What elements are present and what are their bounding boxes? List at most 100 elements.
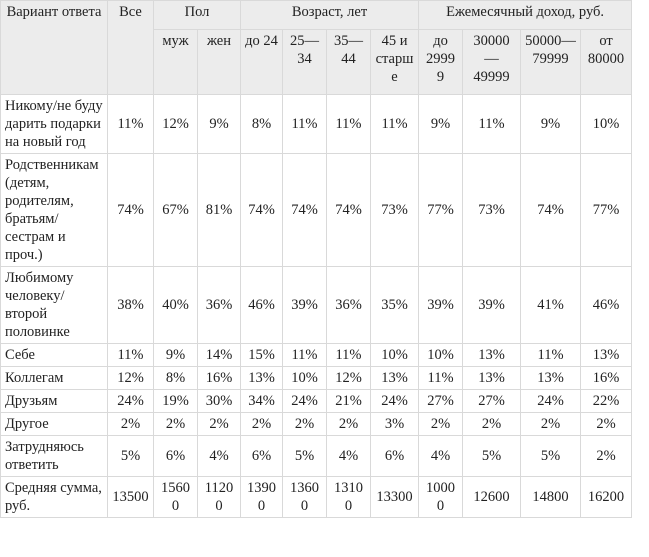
value-cell: 11200 — [197, 476, 241, 518]
value-cell: 24% — [369, 389, 420, 413]
subheader-cell: 25—34 — [282, 29, 327, 95]
value-cell: 16200 — [580, 476, 633, 518]
subheader-cell: до 29999 — [418, 29, 464, 95]
value-cell: 24% — [107, 389, 154, 413]
row-label: Друзьям — [0, 389, 108, 413]
header-cell: Вариант ответа — [0, 0, 108, 95]
value-cell: 11% — [326, 343, 371, 367]
row-label: Себе — [0, 343, 108, 367]
value-cell: 13% — [462, 343, 522, 367]
value-cell: 39% — [282, 266, 327, 344]
subheader-cell: муж — [153, 29, 198, 95]
value-cell: 2% — [418, 412, 464, 436]
header-cell: Все — [107, 0, 154, 95]
value-cell: 9% — [197, 94, 241, 154]
value-cell: 11% — [107, 94, 154, 154]
value-cell: 2% — [107, 412, 154, 436]
header-row: Вариант ответа Все Пол Возраст, лет Ежем… — [0, 0, 633, 95]
value-cell: 16% — [580, 366, 633, 390]
value-cell: 21% — [326, 389, 371, 413]
value-cell: 11% — [326, 94, 371, 154]
value-cell: 67% — [153, 153, 198, 267]
value-cell: 9% — [418, 94, 464, 154]
value-cell: 2% — [462, 412, 522, 436]
value-cell: 39% — [462, 266, 522, 344]
subheader-cell: от 80000 — [580, 29, 633, 95]
group-header: Ежемесячный доход, руб. — [418, 0, 633, 30]
table-row: Себе 11% 9% 14% 15% 11% 11% 10% 10% 13% 11% 13% — [0, 343, 633, 367]
value-cell: 15600 — [153, 476, 198, 518]
value-cell: 10% — [418, 343, 464, 367]
table-row: Средняя сумма, руб. 13500 15600 11200 13900 1… — [0, 476, 633, 518]
value-cell: 13% — [580, 343, 633, 367]
value-cell: 6% — [369, 435, 420, 477]
value-cell: 13300 — [369, 476, 420, 518]
value-cell: 36% — [197, 266, 241, 344]
subheader-cell: 45 и старше — [369, 29, 420, 95]
value-cell: 2% — [520, 412, 582, 436]
value-cell: 10% — [282, 366, 327, 390]
value-cell: 16% — [197, 366, 241, 390]
value-cell: 22% — [580, 389, 633, 413]
value-cell: 13100 — [326, 476, 371, 518]
value-cell: 14800 — [520, 476, 582, 518]
subheader-cell: 35—44 — [326, 29, 371, 95]
value-cell: 8% — [153, 366, 198, 390]
value-cell: 5% — [107, 435, 154, 477]
table-row: Родственникам (детям, родителям, братьям… — [0, 153, 633, 267]
value-cell: 41% — [520, 266, 582, 344]
value-cell: 10000 — [418, 476, 464, 518]
subheader-cell: до 24 — [240, 29, 283, 95]
value-cell: 74% — [326, 153, 371, 267]
value-cell: 81% — [197, 153, 241, 267]
value-cell: 46% — [580, 266, 633, 344]
value-cell: 77% — [580, 153, 633, 267]
table-row: Другое 2% 2% 2% 2% 2% 2% 3% 2% 2% 2% 2% — [0, 412, 633, 436]
value-cell: 9% — [520, 94, 582, 154]
table-row: Друзьям 24% 19% 30% 34% 24% 21% 24% 27% 27% 24% 22% — [0, 389, 633, 413]
subheader-cell: 50000—79999 — [520, 29, 582, 95]
value-cell: 10% — [369, 343, 420, 367]
value-cell: 24% — [520, 389, 582, 413]
value-cell: 11% — [369, 94, 420, 154]
value-cell: 74% — [107, 153, 154, 267]
value-cell: 2% — [580, 435, 633, 477]
value-cell: 2% — [197, 412, 241, 436]
table-row: Никому/не буду дарить подарки на новый г… — [0, 94, 633, 154]
survey-table: Вариант ответа Все Пол Возраст, лет Ежем… — [0, 0, 633, 518]
table-row: Любимому человеку/второй половинке 38% 40%… — [0, 266, 633, 344]
value-cell: 11% — [282, 94, 327, 154]
value-cell: 13% — [369, 366, 420, 390]
table-row: Затрудняюсь ответить 5% 6% 4% 6% 5% 4% 6% 4% 5% 5%… — [0, 435, 633, 477]
value-cell: 11% — [282, 343, 327, 367]
value-cell: 74% — [282, 153, 327, 267]
group-header: Пол — [153, 0, 241, 30]
value-cell: 13500 — [107, 476, 154, 518]
row-label: Любимому человеку/второй половинке — [0, 266, 108, 344]
value-cell: 12% — [107, 366, 154, 390]
value-cell: 2% — [240, 412, 283, 436]
value-cell: 73% — [462, 153, 522, 267]
value-cell: 12% — [153, 94, 198, 154]
value-cell: 12% — [326, 366, 371, 390]
value-cell: 24% — [282, 389, 327, 413]
value-cell: 5% — [520, 435, 582, 477]
table-body: Никому/не буду дарить подарки на новый г… — [0, 94, 633, 518]
value-cell: 36% — [326, 266, 371, 344]
value-cell: 40% — [153, 266, 198, 344]
value-cell: 46% — [240, 266, 283, 344]
row-label: Затрудняюсь ответить — [0, 435, 108, 477]
value-cell: 13% — [240, 366, 283, 390]
value-cell: 11% — [107, 343, 154, 367]
group-header: Возраст, лет — [239, 0, 420, 30]
value-cell: 27% — [462, 389, 522, 413]
row-label: Никому/не буду дарить подарки на новый г… — [0, 94, 108, 154]
value-cell: 73% — [369, 153, 420, 267]
row-label: Родственникам (детям, родителям, братьям… — [0, 153, 108, 267]
value-cell: 35% — [369, 266, 420, 344]
value-cell: 9% — [153, 343, 198, 367]
value-cell: 13600 — [282, 476, 327, 518]
value-cell: 77% — [418, 153, 464, 267]
value-cell: 4% — [418, 435, 464, 477]
